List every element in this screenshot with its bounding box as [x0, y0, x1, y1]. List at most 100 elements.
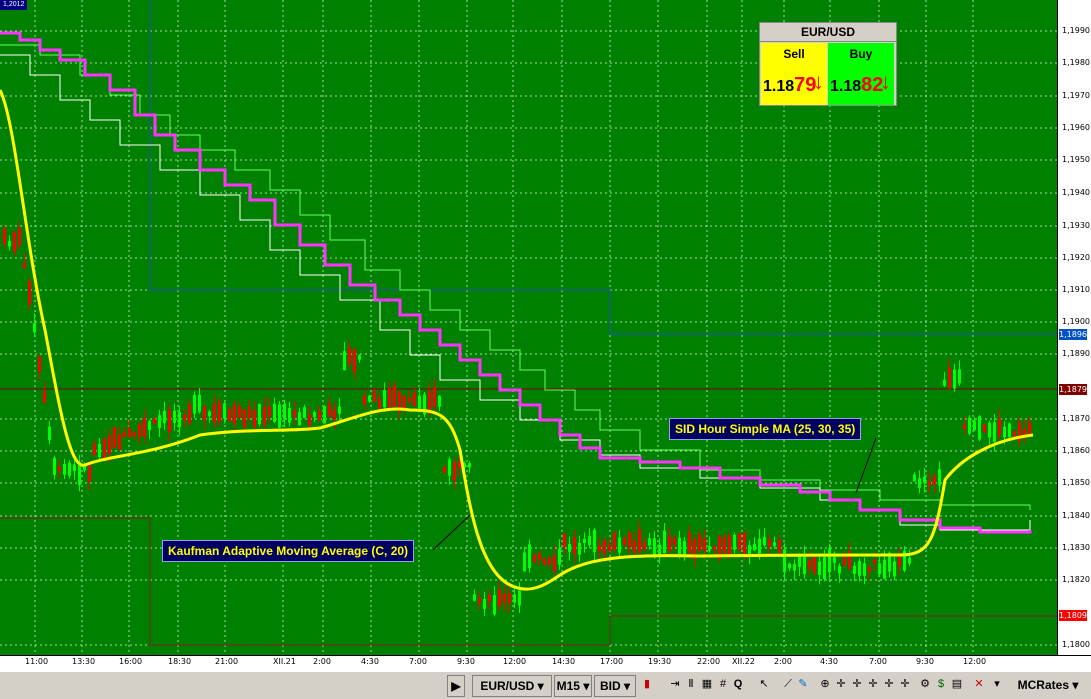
candle-body: [328, 403, 331, 417]
candle-body: [808, 559, 811, 569]
crosshair-3-icon[interactable]: ✛: [868, 678, 878, 690]
candle-body: [713, 545, 716, 551]
candle-body: [878, 563, 881, 575]
candle-body: [493, 594, 496, 615]
feed-selector[interactable]: MCRates ▾: [1008, 675, 1088, 695]
candle-body: [818, 561, 821, 575]
sid-ma-label: SID Hour Simple MA (25, 30, 35): [669, 418, 862, 440]
price-chart[interactable]: [0, 0, 1057, 655]
candle-body: [728, 535, 731, 555]
candle-body: [413, 392, 416, 407]
price-tick-label: 1,1990: [1062, 26, 1090, 35]
quote-icon[interactable]: Q: [733, 678, 743, 690]
candle-body: [118, 434, 121, 450]
close-icon[interactable]: ✕: [974, 678, 984, 690]
candle-body: [1008, 423, 1011, 437]
buy-button[interactable]: Buy 1.1882 ↓: [828, 43, 894, 105]
candle-body: [88, 463, 91, 482]
time-tick-label: 14:30: [552, 657, 576, 666]
candle-body: [583, 538, 586, 544]
candle-body: [718, 536, 721, 560]
candle-body: [623, 537, 626, 545]
candle-body: [53, 457, 56, 475]
candle-body: [363, 395, 366, 405]
candle-body: [8, 241, 11, 247]
candle-body: [798, 554, 801, 567]
quote-type-selector[interactable]: BID ▾: [594, 675, 636, 697]
candle-body: [398, 392, 401, 412]
symbol-selector[interactable]: EUR/USD ▾: [472, 675, 552, 697]
dollar-icon[interactable]: $: [937, 678, 945, 690]
chart-style-icon[interactable]: ▮: [643, 678, 651, 690]
price-tick-label: 1,1840: [1062, 511, 1090, 520]
candle-body: [958, 369, 961, 384]
candle-body: [603, 539, 606, 555]
support-level-line: [0, 517, 1057, 646]
candle-body: [153, 418, 156, 425]
candle-body: [438, 395, 441, 407]
candle-body: [178, 412, 181, 428]
sid-label-pointer: [855, 437, 877, 494]
time-tick-label: 12:00: [503, 657, 527, 666]
candle-body: [388, 387, 391, 408]
trendline-icon[interactable]: ⟋: [784, 678, 792, 690]
time-tick-label: 7:00: [869, 657, 887, 666]
candle-body: [588, 535, 591, 546]
price-tick-label: 1,1970: [1062, 91, 1090, 100]
candle-body: [478, 598, 481, 603]
calendar-icon[interactable]: ▤: [951, 678, 963, 690]
crosshair-alt-icon[interactable]: ✛: [852, 678, 862, 690]
timeframe-selector[interactable]: M15 ▾: [554, 675, 592, 697]
price-tick-label: 1,1830: [1062, 543, 1090, 552]
candle-body: [83, 465, 86, 471]
hash-icon[interactable]: #: [719, 678, 727, 690]
cursor-icon[interactable]: ↖: [759, 678, 769, 690]
candle-body: [1023, 429, 1026, 437]
candle-body: [213, 403, 216, 423]
crosshair-5-icon[interactable]: ✛: [900, 678, 910, 690]
candle-body: [643, 542, 646, 549]
candle-body: [73, 464, 76, 472]
grid-icon[interactable]: ▦: [701, 678, 713, 690]
chart-area[interactable]: 1,2012 EUR/USD Sell 1.1879 ↓ Buy 1.1882 …: [0, 0, 1057, 655]
candle-body: [908, 557, 911, 564]
candle-body: [533, 555, 536, 563]
sid-ma-25-line: [0, 54, 1031, 531]
autoscroll-icon[interactable]: ⇥: [670, 678, 680, 690]
time-axis[interactable]: [0, 655, 1091, 672]
time-tick-label: 13:30: [72, 657, 96, 666]
candle-body: [28, 281, 31, 305]
candle-body: [778, 539, 781, 554]
time-tick-label: 4:30: [820, 657, 838, 666]
sell-label: Sell: [783, 47, 805, 61]
candle-body: [468, 463, 471, 468]
candle-body: [313, 412, 316, 418]
candle-body: [163, 410, 166, 424]
columns-icon[interactable]: Ⅱ: [688, 678, 694, 690]
sell-price: 1.1879: [763, 74, 816, 97]
time-tick-label: 19:30: [648, 657, 672, 666]
candle-body: [668, 535, 671, 552]
candle-body: [258, 404, 261, 425]
price-tag-red: 1,1809: [1059, 610, 1087, 621]
sell-button[interactable]: Sell 1.1879 ↓: [761, 43, 827, 105]
options-arrow-icon[interactable]: ▾: [994, 678, 1000, 690]
time-tick-label: 17:00: [600, 657, 624, 666]
candle-body: [173, 410, 176, 423]
candle-body: [768, 539, 771, 548]
scroll-right-button[interactable]: ▶: [447, 675, 465, 697]
price-axis[interactable]: [1057, 0, 1091, 655]
price-tick-label: 1,1980: [1062, 58, 1090, 67]
draw-icon[interactable]: ✎: [798, 678, 808, 690]
time-tick-label: 11:00: [25, 657, 49, 666]
price-tick-label: 1,1870: [1062, 414, 1090, 423]
candle-body: [998, 418, 1001, 436]
crosshair-4-icon[interactable]: ✛: [884, 678, 894, 690]
candle-body: [683, 540, 686, 556]
candle-body: [918, 478, 921, 488]
candle-body: [508, 592, 511, 604]
zoom-icon[interactable]: ⊕: [820, 678, 830, 690]
gear-icon[interactable]: ⚙: [920, 678, 930, 690]
candle-body: [403, 396, 406, 410]
crosshair-icon[interactable]: ✛: [836, 678, 846, 690]
